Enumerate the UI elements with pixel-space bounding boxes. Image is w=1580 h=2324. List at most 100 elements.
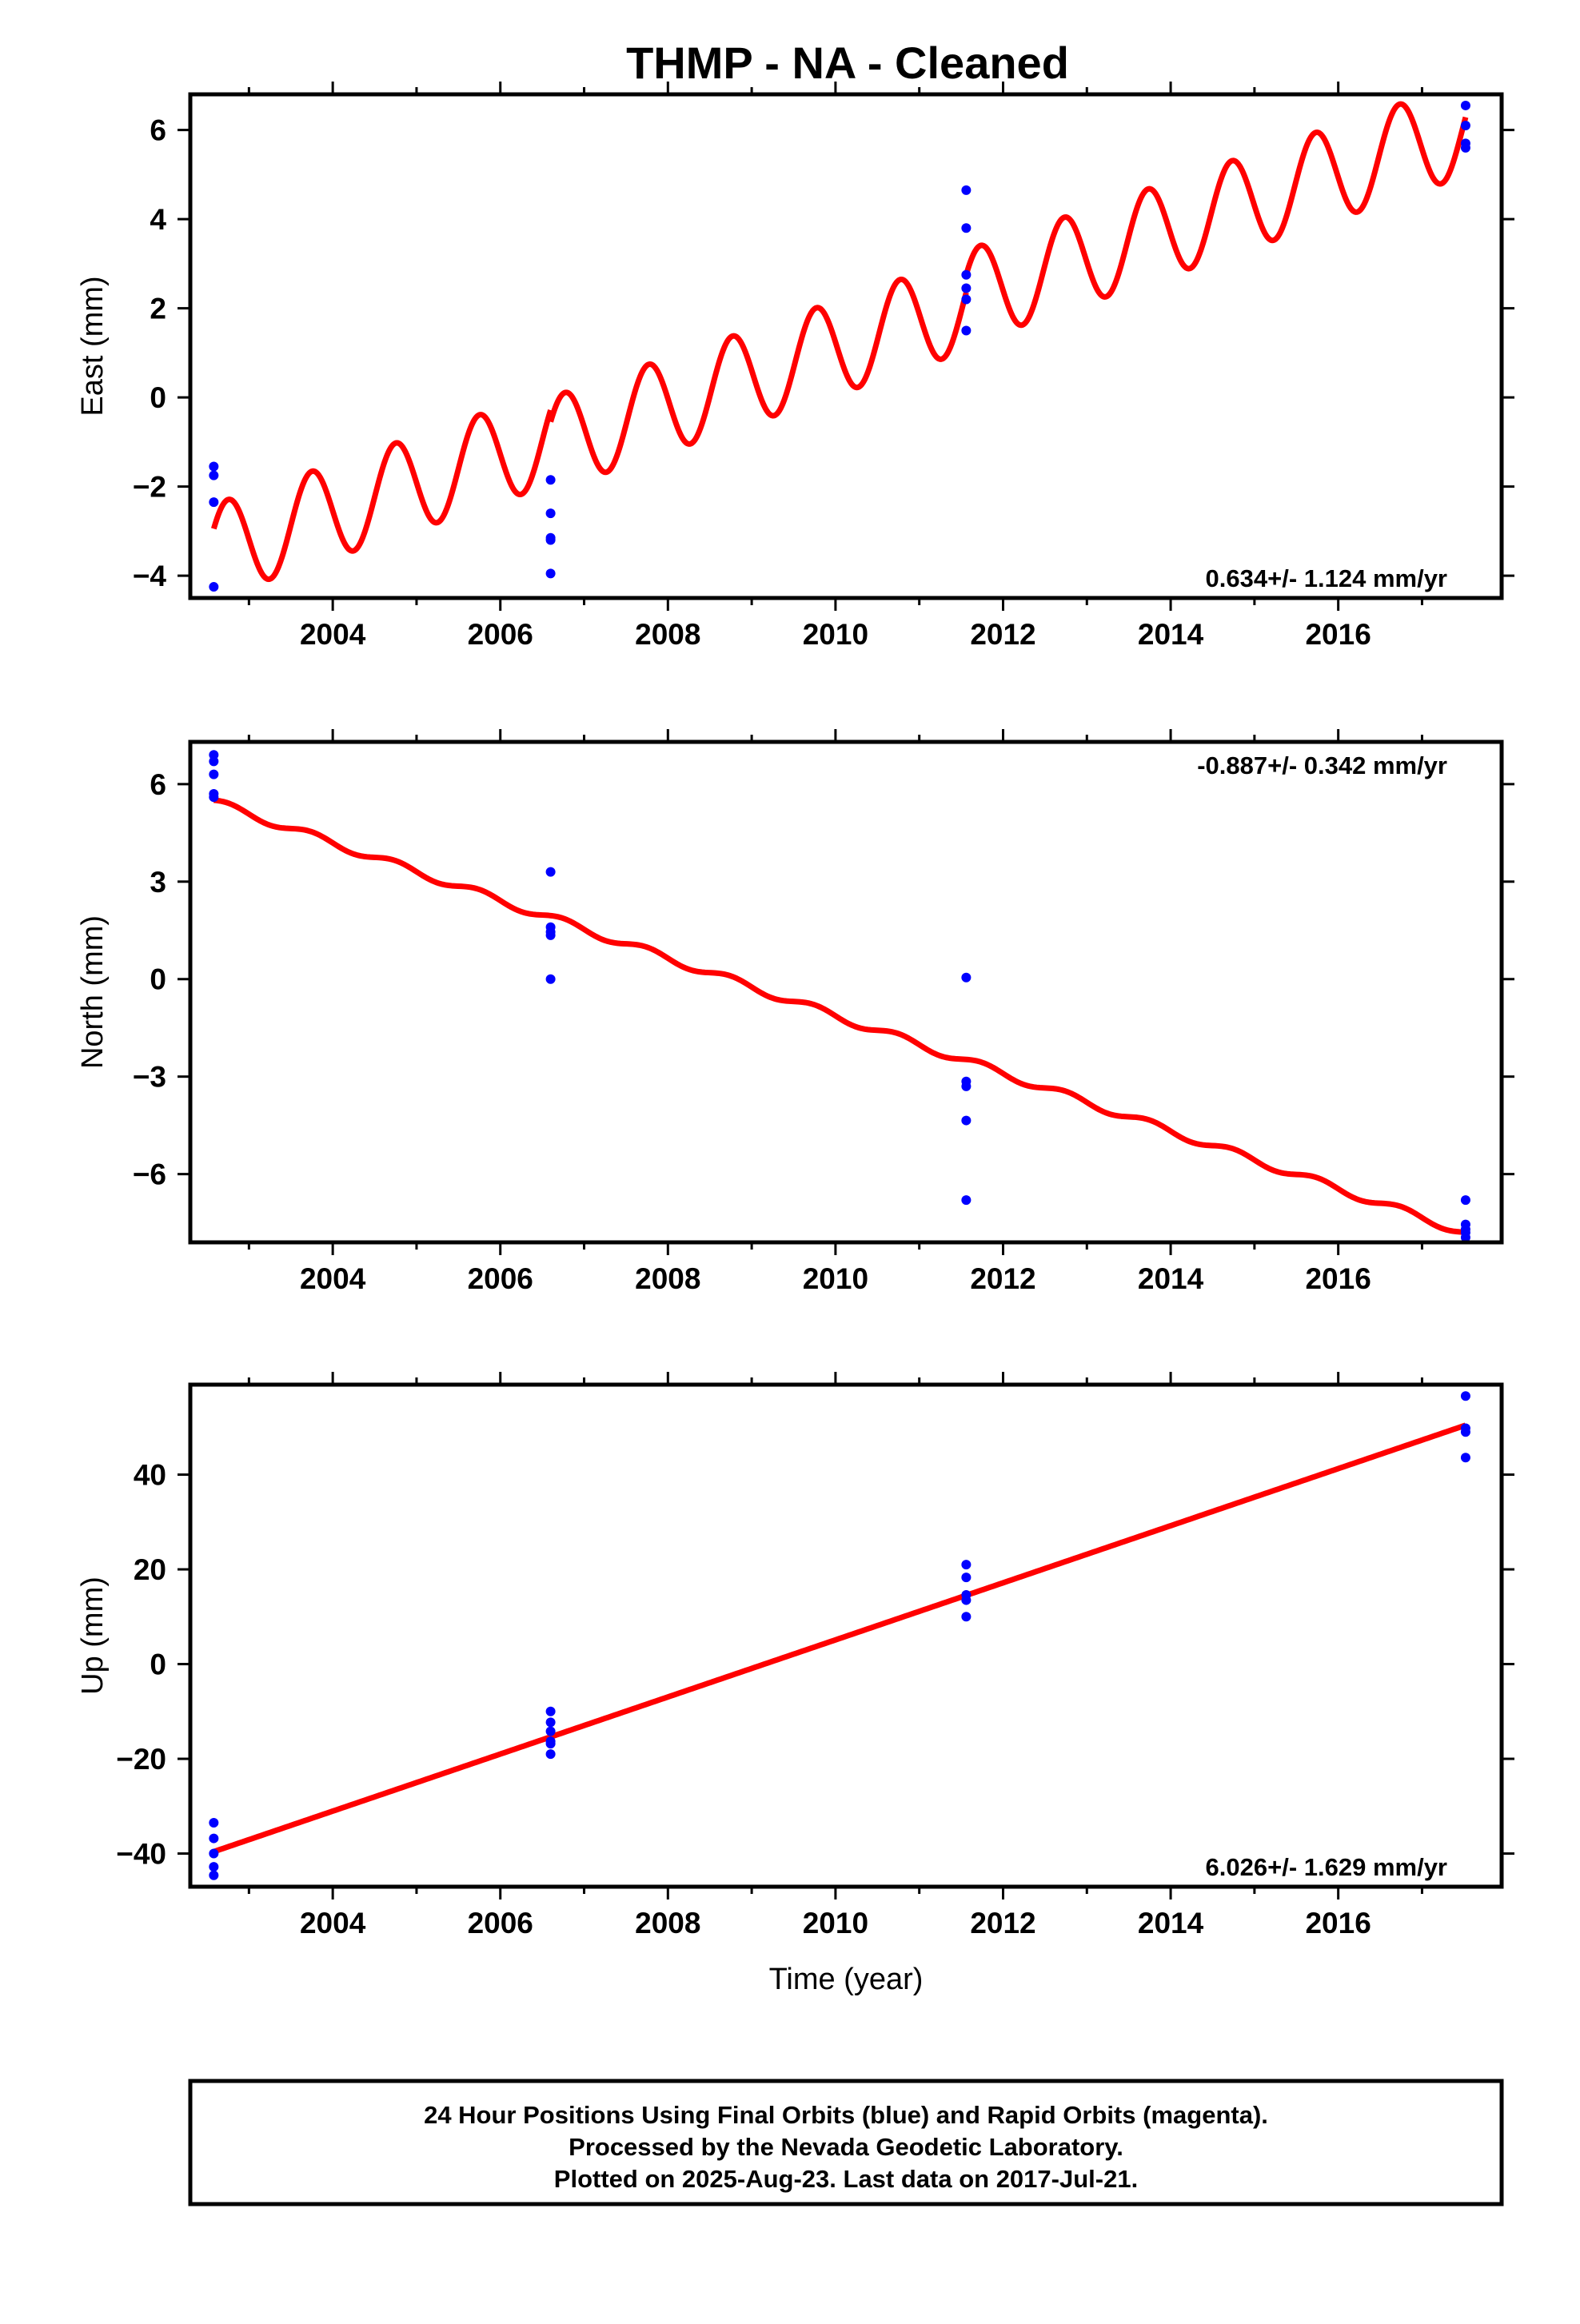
x-tick-label: 2014 — [1138, 1262, 1204, 1295]
x-tick-label: 2016 — [1305, 618, 1371, 651]
y-tick-label: −6 — [133, 1158, 166, 1191]
rate-label: 0.634+/- 1.124 mm/yr — [1206, 564, 1447, 592]
x-tick-label: 2010 — [803, 1907, 868, 1939]
data-point — [545, 867, 556, 877]
x-tick-label: 2016 — [1305, 1262, 1371, 1295]
data-point — [961, 325, 972, 336]
data-point — [209, 1833, 219, 1844]
panel-frame — [188, 739, 1504, 1245]
y-tick-label: 4 — [150, 203, 166, 236]
footer-line-3: Plotted on 2025-Aug-23. Last data on 201… — [554, 2165, 1138, 2193]
x-tick-label: 2012 — [970, 1262, 1035, 1295]
footer-frame — [188, 2079, 1504, 2206]
rate-label: 6.026+/- 1.629 mm/yr — [1206, 1853, 1447, 1881]
data-point — [961, 1081, 972, 1091]
data-point — [545, 508, 556, 519]
x-tick-label: 2012 — [970, 1907, 1035, 1939]
x-tick-label: 2010 — [803, 1262, 868, 1295]
data-point — [1460, 100, 1470, 110]
data-point — [209, 461, 219, 472]
data-point — [1460, 142, 1470, 153]
data-point — [961, 1595, 972, 1605]
model-curve-segment — [213, 797, 1466, 1235]
panel-frame — [188, 92, 1504, 600]
data-point — [961, 1560, 972, 1570]
data-point — [961, 223, 972, 233]
data-point — [209, 1870, 219, 1880]
data-point — [961, 972, 972, 983]
model-curve-segment — [548, 276, 969, 476]
data-point — [209, 582, 219, 592]
y-tick-label: −2 — [133, 471, 166, 504]
y-tick-label: 0 — [150, 381, 166, 414]
data-point — [209, 497, 219, 508]
data-point — [545, 1717, 556, 1728]
data-point — [209, 1818, 219, 1828]
y-axis-label: East (mm) — [76, 276, 110, 416]
footer-box: 24 Hour Positions Using Final Orbits (bl… — [188, 2079, 1504, 2206]
model-curve-segment — [210, 409, 553, 583]
data-point — [1460, 1453, 1470, 1463]
data-point — [961, 269, 972, 280]
panel-frame — [188, 1382, 1504, 1889]
y-axis-label: North (mm) — [76, 915, 110, 1069]
y-axis-label: Up (mm) — [76, 1577, 110, 1695]
x-tick-label: 2016 — [1305, 1907, 1371, 1939]
data-point — [961, 1573, 972, 1583]
panel-up: 2004 2006 2008 2010 2012 2014 2016 −40 −20 0 20 40 U… — [76, 1372, 1514, 1996]
x-tick-label: 2004 — [300, 618, 366, 651]
data-point — [961, 294, 972, 305]
data-point — [545, 1739, 556, 1749]
model-curve-segment — [213, 1422, 1467, 1855]
y-tick-label: −20 — [116, 1743, 166, 1776]
rate-label: -0.887+/- 0.342 mm/yr — [1197, 751, 1447, 779]
x-tick-label: 2006 — [468, 1907, 533, 1939]
data-point — [1460, 1232, 1470, 1242]
data-point — [209, 792, 219, 803]
x-tick-label: 2006 — [468, 1262, 533, 1295]
y-tick-label: −4 — [133, 560, 167, 592]
x-tick-label: 2006 — [468, 618, 533, 651]
y-tick-label: −40 — [116, 1838, 166, 1871]
data-point — [209, 470, 219, 480]
data-point — [961, 283, 972, 293]
x-tick-label: 2008 — [635, 618, 700, 651]
y-tick-label: 3 — [150, 866, 166, 899]
x-tick-label: 2008 — [635, 1907, 700, 1939]
data-point — [1460, 1427, 1470, 1437]
y-tick-label: 40 — [134, 1459, 166, 1492]
data-point — [209, 769, 219, 779]
y-tick-label: 0 — [150, 1648, 166, 1681]
data-point — [961, 1195, 972, 1206]
data-point — [545, 535, 556, 545]
x-tick-label: 2004 — [300, 1907, 366, 1939]
data-point — [1460, 1195, 1470, 1206]
data-point — [545, 1726, 556, 1736]
panel-north: 2004 2006 2008 2010 2012 2014 2016 −6 −3 0 3 6 North… — [76, 729, 1514, 1295]
plot-area-north — [209, 750, 1470, 1242]
x-tick-label: 2008 — [635, 1262, 700, 1295]
x-axis-label: Time (year) — [769, 1963, 924, 1996]
x-tick-label: 2004 — [300, 1262, 366, 1295]
x-tick-label: 2014 — [1138, 618, 1204, 651]
data-point — [1460, 1391, 1470, 1401]
model-curve-segment — [964, 101, 1469, 329]
x-tick-label: 2014 — [1138, 1907, 1204, 1939]
data-point — [545, 930, 556, 940]
data-point — [545, 475, 556, 485]
data-point — [545, 1706, 556, 1716]
data-point — [1460, 121, 1470, 131]
y-tick-label: 6 — [150, 768, 166, 801]
figure-title: THMP - NA - Cleaned — [626, 38, 1069, 88]
data-point — [545, 974, 556, 984]
data-point — [545, 1749, 556, 1760]
footer-line-1: 24 Hour Positions Using Final Orbits (bl… — [424, 2101, 1268, 2129]
data-point — [209, 756, 219, 767]
footer-line-2: Processed by the Nevada Geodetic Laborat… — [569, 2133, 1123, 2161]
y-tick-label: 6 — [150, 114, 166, 147]
data-point — [209, 1862, 219, 1872]
y-tick-label: 0 — [150, 963, 166, 996]
data-point — [961, 1115, 972, 1126]
